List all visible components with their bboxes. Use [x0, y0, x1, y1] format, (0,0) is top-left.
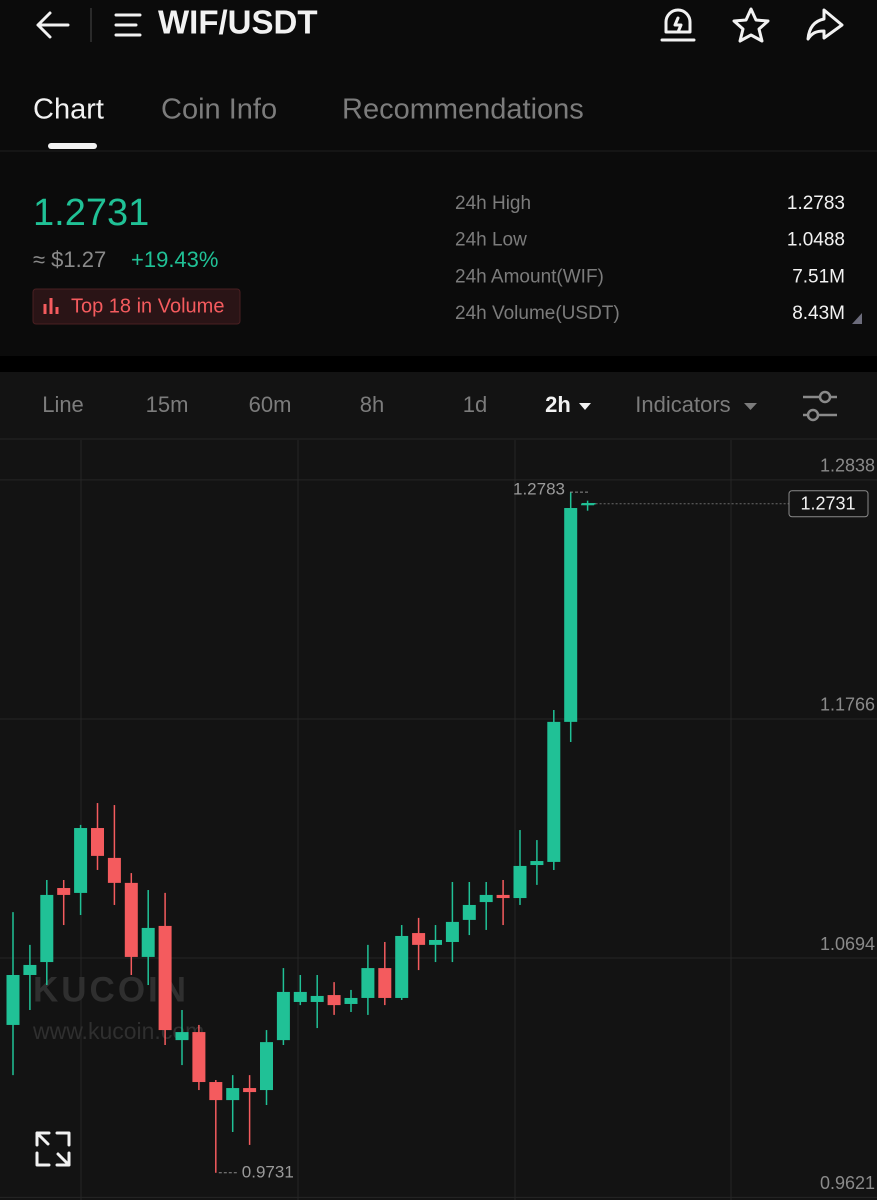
- stat-label: 24h Low: [455, 230, 527, 251]
- candle-body: [395, 935, 409, 998]
- y-tick-label: 1.0694: [820, 934, 875, 954]
- candle-body: [293, 991, 307, 1002]
- interval-option[interactable]: 60m: [249, 392, 292, 417]
- candle-body: [547, 721, 561, 862]
- y-tick-label: 1.1766: [820, 695, 875, 715]
- usd-price: ≈ $1.27: [33, 247, 106, 272]
- candle-body: [327, 995, 341, 1006]
- last-price: 1.2731: [33, 192, 149, 234]
- pair-title: WIF/USDT: [158, 4, 317, 41]
- fullscreen-button[interactable]: [35, 1131, 71, 1167]
- candle-body: [141, 927, 155, 957]
- stat-value: 1.0488: [787, 230, 845, 251]
- star-icon: [732, 7, 770, 43]
- section-gap: [0, 356, 877, 372]
- y-tick-label: 1.2838: [820, 456, 875, 476]
- share-button[interactable]: [806, 8, 844, 41]
- stat-label: 24h Amount(WIF): [455, 266, 604, 287]
- candle-body: [378, 968, 392, 998]
- chart-panel: [0, 372, 877, 1200]
- candle-body: [192, 1032, 206, 1083]
- stat-value: 7.51M: [792, 266, 845, 287]
- menu-icon: [114, 13, 142, 37]
- tab-indicator: [48, 143, 97, 149]
- candle-body: [513, 865, 527, 899]
- y-tick-label: 0.9621: [820, 1173, 875, 1193]
- badge-icon: [43, 298, 59, 314]
- candle-body: [564, 508, 578, 722]
- candle-body: [530, 861, 544, 866]
- settings-button[interactable]: [803, 390, 837, 422]
- candle-body: [57, 888, 71, 895]
- badge-text: Top 18 in Volume: [71, 295, 224, 317]
- candle-body: [124, 882, 138, 957]
- candle-body: [226, 1088, 240, 1101]
- tab-chart[interactable]: Chart: [33, 94, 104, 126]
- alert-button[interactable]: [660, 8, 696, 42]
- volume-triangle: [852, 313, 862, 324]
- interval-option[interactable]: Indicators: [635, 392, 730, 417]
- candle-body: [445, 921, 459, 942]
- interval-option[interactable]: Line: [42, 392, 84, 417]
- back-icon: [36, 11, 70, 39]
- menu-button[interactable]: [114, 13, 142, 37]
- stat-label: 24h High: [455, 193, 531, 214]
- interval-option[interactable]: 15m: [146, 392, 189, 417]
- volume-badge: [32, 288, 241, 325]
- price-change: +19.43%: [131, 247, 218, 272]
- candle-body: [260, 1042, 273, 1091]
- last-price-box: [788, 490, 869, 518]
- candle-body: [479, 894, 493, 903]
- last-price-label: 1.2731: [800, 494, 855, 514]
- stat-value: 1.2783: [787, 193, 845, 214]
- candle-body: [40, 894, 54, 963]
- settings-knob: [818, 390, 832, 404]
- candle-body: [209, 1082, 223, 1101]
- candle-body: [107, 857, 121, 883]
- candle-body: [344, 997, 358, 1004]
- candle-body: [158, 925, 172, 1031]
- candle-body: [74, 828, 88, 893]
- candle-body: [310, 995, 324, 1002]
- candle-body: [91, 828, 104, 856]
- candle-body: [412, 933, 426, 945]
- interval-option[interactable]: 2h: [545, 392, 571, 417]
- settings-knob: [806, 408, 820, 422]
- alert-icon: [660, 8, 696, 42]
- interval-option[interactable]: 1d: [463, 392, 487, 417]
- high-marker-label: 1.2783: [513, 480, 565, 499]
- candle-body: [6, 974, 20, 1025]
- interval-option[interactable]: 8h: [360, 392, 384, 417]
- indicators-dropdown: [744, 403, 757, 410]
- candle-body: [361, 968, 375, 998]
- candle-body: [276, 991, 290, 1041]
- stat-label: 24h Volume(USDT): [455, 303, 620, 324]
- tab-recommendations[interactable]: Recommendations: [342, 94, 584, 126]
- candle-body: [462, 904, 476, 920]
- candle-body: [429, 939, 442, 945]
- interval-dropdown: [579, 403, 591, 410]
- low-marker-label: 0.9731: [242, 1162, 294, 1181]
- tab-coin-info[interactable]: Coin Info: [161, 94, 277, 126]
- share-icon: [806, 8, 844, 41]
- favorite-button[interactable]: [732, 7, 770, 43]
- stat-value: 8.43M: [792, 303, 845, 324]
- watermark-url: www.kucoin.com: [32, 1018, 204, 1044]
- candle-body: [496, 894, 510, 899]
- fullscreen-icon: [35, 1131, 71, 1167]
- candle-body: [175, 1032, 189, 1041]
- candle-body: [23, 964, 37, 975]
- candle-body: [243, 1088, 257, 1093]
- back-button[interactable]: [36, 11, 70, 39]
